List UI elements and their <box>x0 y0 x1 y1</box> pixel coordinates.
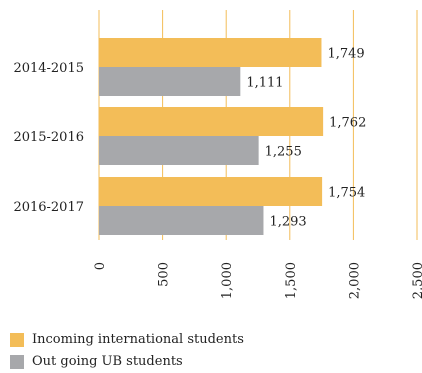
tick-label: 2,500 <box>411 262 422 299</box>
legend-label-outgoing: Out going UB students <box>32 354 183 369</box>
data-label: 1,111 <box>246 76 283 91</box>
data-label: 1,754 <box>328 186 365 201</box>
bar <box>99 67 241 96</box>
tick-label: 1,500 <box>284 262 299 299</box>
bar <box>99 38 322 67</box>
legend-swatch-outgoing <box>10 354 24 369</box>
category-label: 2015-2016 <box>13 130 84 145</box>
bar <box>99 136 259 165</box>
bar <box>99 206 264 235</box>
bar <box>99 107 324 136</box>
tick-label: 0 <box>93 262 108 270</box>
bar <box>99 177 323 206</box>
bar-chart: 1,749 1,111 2014-2015 1,762 1,255 2015-2016 1,… <box>13 10 422 299</box>
legend-swatch-incoming <box>10 332 24 347</box>
category-label: 2016-2017 <box>13 200 84 215</box>
tick-label: 2,000 <box>347 262 362 299</box>
data-label: 1,293 <box>269 215 306 230</box>
tick-label: 1,000 <box>220 262 235 299</box>
data-label: 1,749 <box>327 47 364 62</box>
category-label: 2014-2015 <box>13 61 84 76</box>
tick-label: 500 <box>157 262 172 287</box>
data-label: 1,255 <box>265 145 302 160</box>
legend-item-incoming: Incoming international students <box>10 332 244 347</box>
legend-item-outgoing: Out going UB students <box>10 354 183 369</box>
legend-label-incoming: Incoming international students <box>32 332 244 347</box>
data-label: 1,762 <box>329 116 366 131</box>
